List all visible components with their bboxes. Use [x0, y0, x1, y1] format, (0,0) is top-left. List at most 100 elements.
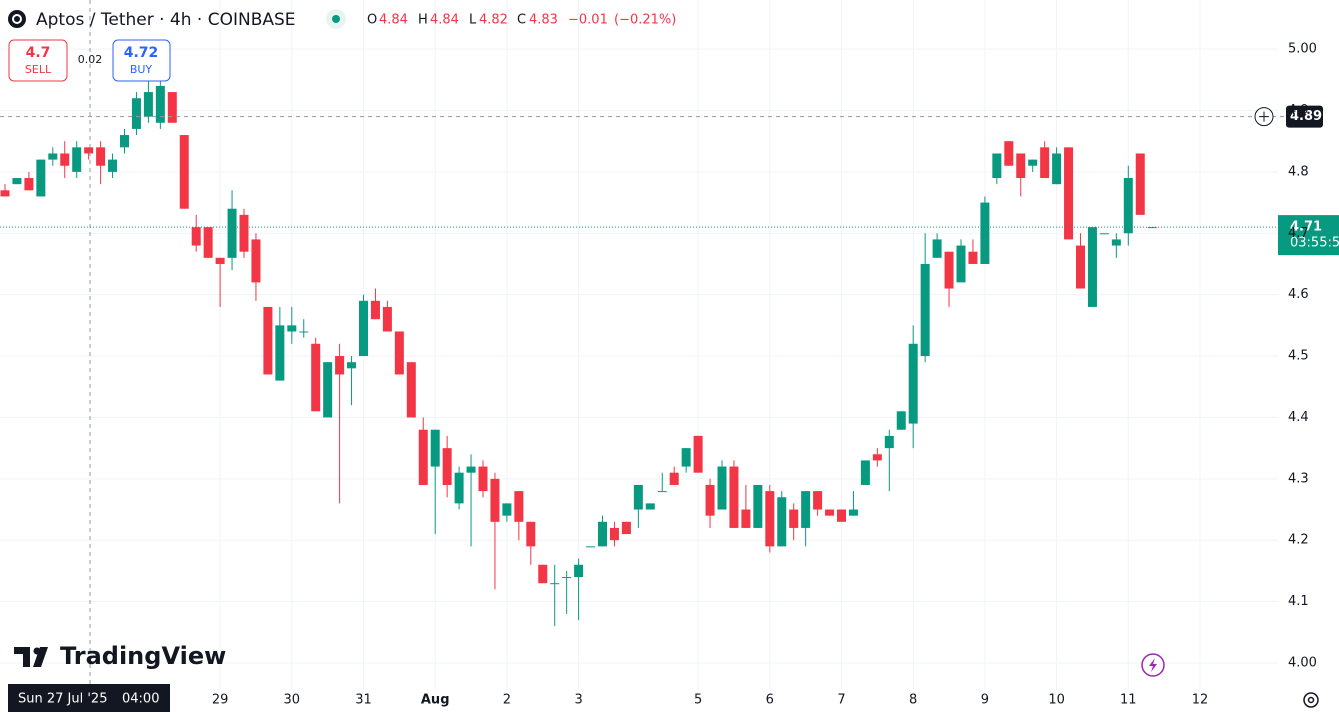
countdown: 03:55:5 [1290, 236, 1339, 251]
candle-body [203, 227, 213, 258]
candle-body [84, 147, 94, 154]
alert-bolt[interactable] [1149, 658, 1157, 672]
candle-body [287, 325, 297, 332]
ohlc-value: 4.83 [529, 13, 558, 28]
candle-body [36, 159, 46, 197]
candle-body [860, 460, 870, 485]
ohlc-value: 4.82 [479, 13, 508, 28]
candle-body [633, 484, 643, 510]
candle-body [932, 239, 942, 258]
candle-body [1064, 147, 1074, 240]
candle-body [478, 466, 488, 492]
candle-body [753, 484, 763, 528]
y-tick-label: 4.7 [1288, 226, 1309, 241]
candle-body [777, 497, 787, 547]
x-tick-label: 3 [574, 693, 582, 708]
x-tick-label: 5 [694, 693, 702, 708]
change: −0.01 [568, 13, 608, 28]
candle-body [872, 454, 882, 461]
candle-body [896, 411, 906, 430]
buy-button[interactable] [112, 39, 171, 82]
settings-icon[interactable] [1303, 692, 1319, 708]
candle-body [131, 98, 141, 129]
candle-body [143, 92, 153, 117]
candle-body [717, 466, 727, 510]
x-tick-label: 11 [1120, 693, 1137, 708]
x-tick-label: 29 [212, 693, 229, 708]
sell-label[interactable]: SELL [25, 63, 52, 76]
ohlc-label: O [367, 13, 377, 28]
candle-body [24, 178, 34, 191]
candle-body [789, 509, 799, 528]
settings-icon-inner[interactable] [1307, 696, 1315, 704]
candle-body [227, 208, 237, 258]
crosshair-price-box [1286, 105, 1323, 128]
candle-body [251, 239, 261, 283]
y-tick-label: 4.5 [1288, 349, 1309, 364]
candle-body [239, 214, 249, 252]
brand-logo [14, 647, 48, 667]
candle-body [574, 564, 584, 578]
y-tick-label: 5.00 [1288, 42, 1317, 57]
add-alert-plus[interactable] [1259, 111, 1269, 122]
ohlc-label: H [418, 13, 428, 28]
crosshair-date: Sun 27 Jul '25 [18, 692, 107, 707]
candle-body [550, 583, 560, 585]
candle-body [1040, 147, 1050, 179]
alert-icon[interactable] [1141, 653, 1165, 677]
candles [0, 73, 1157, 627]
x-tick-label: 30 [284, 693, 301, 708]
x-tick-label: 6 [766, 693, 774, 708]
candle-body [60, 153, 70, 166]
sell-button[interactable] [8, 39, 68, 82]
candle-body [1123, 178, 1133, 234]
ohlc-label: L [469, 13, 477, 28]
candle-body [382, 306, 392, 332]
x-tick-label: 8 [909, 693, 917, 708]
candle-body [741, 509, 751, 528]
y-tick-label: 4.9 [1288, 103, 1309, 118]
x-tick-label: 31 [355, 693, 372, 708]
crosshair-time-box [8, 684, 170, 712]
last-price-box [1278, 215, 1339, 256]
candle-body [920, 263, 930, 357]
candle-body [311, 343, 321, 412]
y-tick-label: 4.4 [1288, 410, 1309, 425]
y-tick-label: 4.00 [1288, 655, 1317, 670]
candle-body [884, 435, 894, 449]
candle-body [729, 466, 739, 528]
candle-body [167, 92, 177, 123]
candle-body [370, 300, 380, 320]
candle-body [944, 251, 954, 289]
candle-body [418, 429, 428, 485]
ohlc-value: 4.84 [379, 13, 408, 28]
candle-body [48, 153, 58, 160]
sell-price[interactable]: 4.7 [26, 45, 51, 61]
candle-body [454, 472, 464, 504]
candle-body [693, 435, 703, 473]
candle-body [215, 257, 225, 264]
buy-label[interactable]: BUY [130, 63, 153, 76]
candle-body [72, 147, 82, 172]
candle-body [681, 448, 691, 467]
candle-body [825, 509, 835, 516]
candle-body [956, 245, 966, 283]
candle-body [1016, 153, 1026, 179]
candle-body [526, 521, 536, 547]
brand-logo-dot [33, 647, 41, 655]
candle-body [1052, 153, 1062, 185]
candle-body [191, 227, 201, 246]
candle-body [657, 491, 667, 493]
x-tick-label: 7 [837, 693, 845, 708]
candle-body [263, 306, 273, 375]
candle-body [705, 484, 715, 516]
candle-body [323, 362, 333, 418]
buy-price[interactable]: 4.72 [124, 45, 159, 61]
symbol-icon-inner [12, 14, 22, 24]
candle-body [1111, 239, 1121, 246]
y-tick-label: 4.1 [1288, 594, 1309, 609]
candle-body [848, 509, 858, 516]
candle-body [586, 546, 596, 548]
ohlc-label: C [517, 13, 526, 28]
